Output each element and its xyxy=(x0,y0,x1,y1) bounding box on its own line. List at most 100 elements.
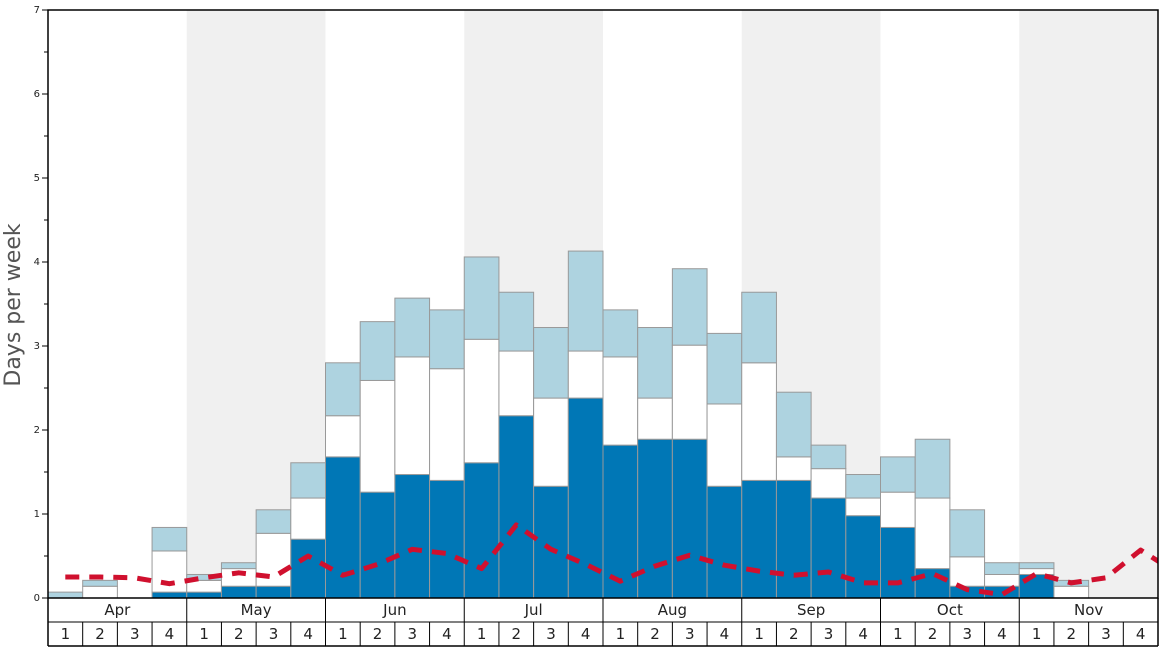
bar-white-20 xyxy=(741,362,777,481)
bar-white-6 xyxy=(255,532,292,587)
bar-dark-17 xyxy=(637,438,673,599)
bar-white-29 xyxy=(1053,585,1090,599)
y-axis: 0 1 2 3 4 5 6 7 xyxy=(34,5,48,604)
month-label-Aug: Aug xyxy=(658,601,687,619)
week-label: 2 xyxy=(234,625,244,643)
bar-white-12 xyxy=(463,338,500,464)
month-label-Nov: Nov xyxy=(1074,601,1103,619)
week-label: 1 xyxy=(199,625,209,643)
month-label-May: May xyxy=(241,601,272,619)
week-label: 3 xyxy=(269,625,279,643)
week-label: 2 xyxy=(512,625,522,643)
y-tick-label: 5 xyxy=(34,173,40,184)
y-tick-label: 0 xyxy=(34,593,40,604)
bar-dark-3 xyxy=(151,591,188,599)
bar-light-10 xyxy=(394,297,431,358)
week-label: 1 xyxy=(754,625,764,643)
week-label: 4 xyxy=(997,625,1007,643)
week-label: 1 xyxy=(616,625,626,643)
month-band-0 xyxy=(48,10,187,598)
week-label: 3 xyxy=(824,625,834,643)
bar-light-8 xyxy=(325,362,361,417)
bar-dark-12 xyxy=(463,462,500,599)
bar-white-19 xyxy=(706,403,743,487)
bar-dark-4 xyxy=(186,591,222,599)
bar-light-1 xyxy=(82,579,118,587)
y-tick-label: 2 xyxy=(34,425,40,436)
week-label: 2 xyxy=(650,625,660,643)
week-label: 4 xyxy=(581,625,591,643)
bar-light-3 xyxy=(151,526,188,552)
week-label: 3 xyxy=(685,625,695,643)
bar-dark-19 xyxy=(706,485,743,599)
bar-light-14 xyxy=(533,327,569,399)
bar-light-17 xyxy=(637,327,673,399)
bar-white-1 xyxy=(82,585,118,599)
bar-light-21 xyxy=(775,391,812,458)
bar-light-25 xyxy=(914,438,951,499)
bar-white-13 xyxy=(498,350,535,417)
bar-dark-11 xyxy=(429,479,465,599)
bar-white-16 xyxy=(602,356,639,446)
week-label: 2 xyxy=(95,625,105,643)
week-label: 2 xyxy=(789,625,799,643)
bar-dark-23 xyxy=(845,515,881,599)
bar-dark-7 xyxy=(290,538,326,599)
y-tick-label: 3 xyxy=(34,341,40,352)
bar-light-13 xyxy=(498,291,535,352)
month-label-Apr: Apr xyxy=(104,601,131,619)
bar-dark-5 xyxy=(220,585,257,599)
bar-white-9 xyxy=(359,379,396,493)
week-label: 4 xyxy=(858,625,868,643)
y-axis-label: Days per week xyxy=(1,223,26,386)
month-label-Jun: Jun xyxy=(382,601,406,619)
bar-dark-14 xyxy=(533,485,569,599)
bar-dark-20 xyxy=(741,479,777,599)
week-label: 1 xyxy=(61,625,71,643)
week-label: 3 xyxy=(546,625,556,643)
bar-white-22 xyxy=(810,468,847,499)
week-label: 2 xyxy=(928,625,938,643)
week-label: 1 xyxy=(1032,625,1042,643)
bar-white-7 xyxy=(290,497,326,540)
week-label: 3 xyxy=(407,625,417,643)
bar-dark-10 xyxy=(394,474,431,599)
week-label: 4 xyxy=(1136,625,1146,643)
bar-light-20 xyxy=(741,291,777,364)
bar-white-21 xyxy=(775,456,812,481)
bar-light-6 xyxy=(255,509,292,534)
week-label: 1 xyxy=(338,625,348,643)
trend-line xyxy=(65,522,1158,598)
bar-light-23 xyxy=(845,474,881,499)
bar-white-25 xyxy=(914,497,951,570)
bar-dark-25 xyxy=(914,568,951,599)
bar-light-5 xyxy=(220,562,257,570)
bar-light-16 xyxy=(602,309,639,358)
week-label: 1 xyxy=(477,625,487,643)
week-label: 4 xyxy=(303,625,313,643)
bar-light-22 xyxy=(810,444,847,470)
month-label-Jul: Jul xyxy=(524,601,543,619)
week-label: 4 xyxy=(165,625,175,643)
bar-white-14 xyxy=(533,397,569,487)
trend-line-group xyxy=(65,522,1158,598)
week-label: 2 xyxy=(373,625,383,643)
bar-white-28 xyxy=(1018,568,1055,575)
y-tick-label: 7 xyxy=(34,5,40,16)
week-label: 3 xyxy=(962,625,972,643)
bar-light-11 xyxy=(429,309,465,370)
bar-light-18 xyxy=(671,268,708,346)
bar-white-15 xyxy=(567,350,604,399)
y-tick-label: 6 xyxy=(34,89,40,100)
bar-white-24 xyxy=(880,491,916,528)
bar-light-12 xyxy=(463,256,500,340)
bar-light-19 xyxy=(706,332,743,405)
month-label-Sep: Sep xyxy=(797,601,825,619)
bar-white-17 xyxy=(637,397,673,440)
bar-light-7 xyxy=(290,462,326,499)
month-label-Oct: Oct xyxy=(937,601,963,619)
bar-dark-21 xyxy=(775,479,812,599)
month-band-7 xyxy=(1019,10,1158,598)
x-axis: Apr 1 2 3 4 May 1 2 3 4 Jun 1 2 3 4 Jul 1 2 3 4 Aug 1 2 3 4 Sep 1 2… xyxy=(47,598,1159,647)
bar-white-18 xyxy=(671,344,708,440)
